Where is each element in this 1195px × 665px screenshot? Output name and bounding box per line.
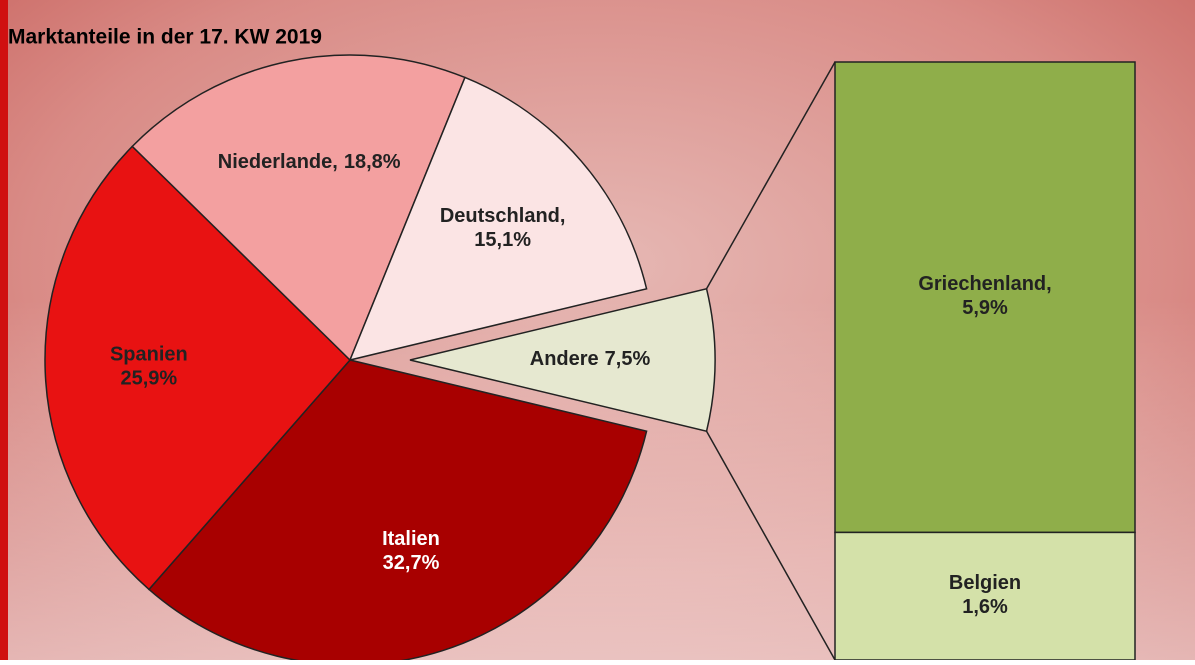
slice-value-label: 18,8% <box>344 151 401 173</box>
bar-category: Belgien <box>949 572 1021 594</box>
slice-label: Italien 32,7% <box>382 528 440 574</box>
slice-category: Deutschland, <box>440 205 566 227</box>
slice-category: Spanien <box>110 344 188 366</box>
slice-label: Niederlande, 18,8% <box>218 151 401 173</box>
pie-slice <box>44 145 352 591</box>
bar-value-label: 1,6% <box>962 596 1008 618</box>
bar-label: Belgien 1,6% <box>949 572 1021 618</box>
slice-category: Italien <box>382 528 440 550</box>
slice-label: Andere 7,5% <box>530 348 651 370</box>
bar-value-label: 5,9% <box>962 297 1008 319</box>
bar-label: Griechenland, 5,9% <box>918 273 1051 319</box>
chart-title: Marktanteile in der 17. KW 2019 <box>8 26 322 49</box>
slice-value-label: 7,5% <box>605 348 651 370</box>
pie-slice <box>348 76 648 362</box>
connector-line <box>705 61 836 290</box>
slice-category: Andere <box>530 348 599 370</box>
bar-segment <box>834 61 1136 534</box>
slice-label: Deutschland, 15,1% <box>440 205 566 251</box>
slice-value-label: 32,7% <box>383 552 440 574</box>
bar-category: Griechenland, <box>918 273 1051 295</box>
pie-slice <box>147 359 648 665</box>
side-strip <box>0 0 8 660</box>
pie-slice <box>409 287 716 433</box>
pie-slice <box>131 54 466 362</box>
connector-line <box>705 430 836 661</box>
slice-label: Spanien 25,9% <box>110 344 188 390</box>
plot: Andere 7,5% Italien 32,7% Spanien 25,9% Nieder… <box>44 54 1136 665</box>
slice-value-label: 15,1% <box>474 229 531 251</box>
slice-category: Niederlande, <box>218 151 338 173</box>
slice-value-label: 25,9% <box>120 368 177 390</box>
